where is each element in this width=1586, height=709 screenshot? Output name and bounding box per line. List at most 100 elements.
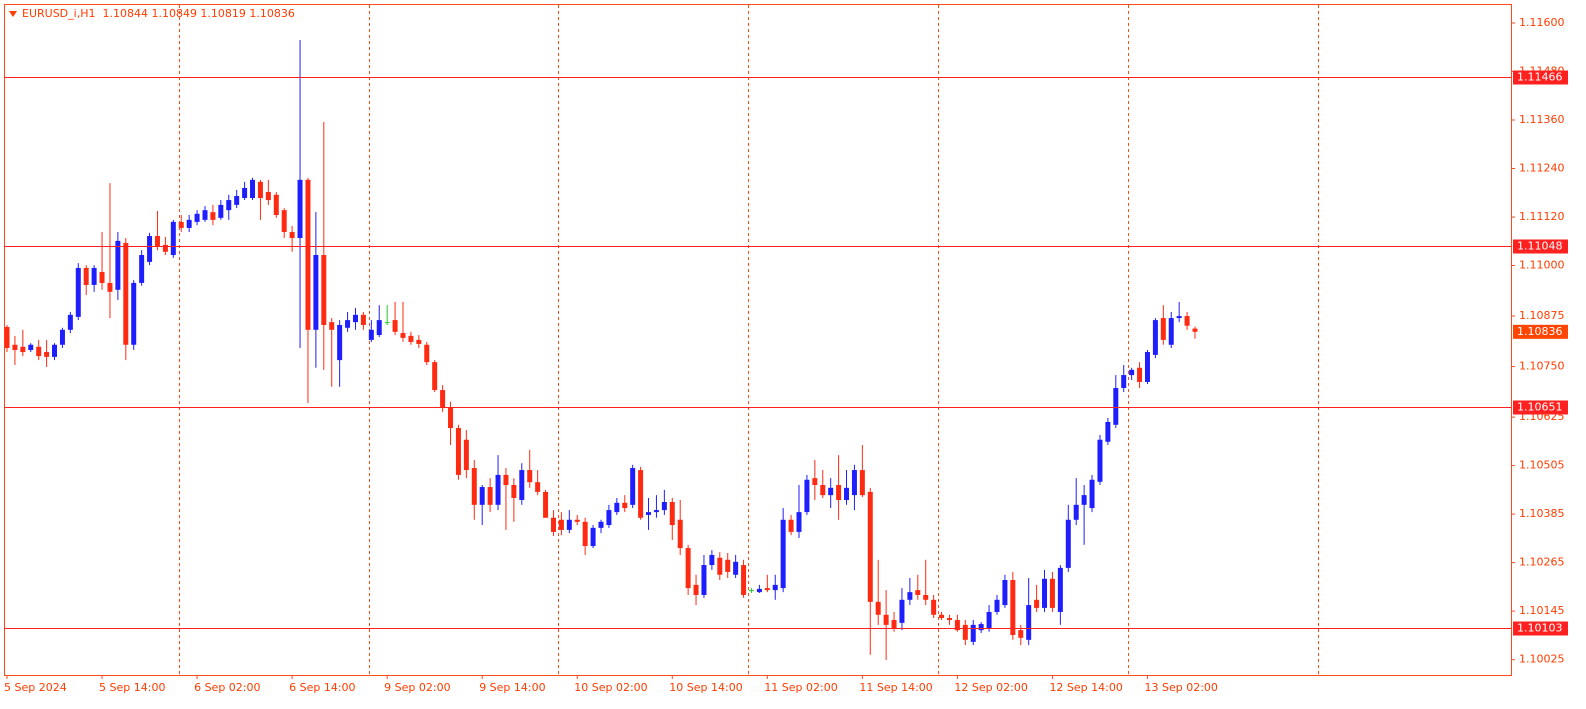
candle-body — [954, 620, 960, 631]
candle-body — [297, 179, 303, 239]
candle-body — [669, 501, 675, 526]
candle-body — [99, 271, 105, 283]
candle-body — [891, 620, 897, 629]
candle-body — [931, 599, 937, 615]
candle-body — [178, 221, 184, 228]
current-price-box — [1513, 324, 1568, 339]
y-tick-label: 1.10750 — [1519, 360, 1565, 373]
candle-body — [1137, 367, 1143, 382]
candle-body — [1089, 479, 1095, 509]
candle-body — [234, 196, 240, 205]
x-tick-label: 5 Sep 14:00 — [99, 681, 165, 694]
candle-body — [210, 212, 216, 220]
y-tick-label: 1.10265 — [1519, 556, 1565, 569]
candle-body — [1144, 352, 1150, 382]
candle-body — [1018, 630, 1024, 638]
candle-body — [804, 479, 810, 513]
candle-body — [36, 346, 42, 357]
candle-body — [741, 565, 747, 595]
candle-body — [154, 236, 160, 247]
candle-body — [1184, 316, 1190, 326]
level-label: 1.11466 — [1517, 71, 1563, 84]
candle-body — [685, 548, 691, 589]
candle-body — [59, 329, 65, 345]
candle-body — [67, 314, 73, 330]
candle-body — [646, 512, 652, 515]
candle-body — [360, 314, 366, 325]
candle-body — [701, 565, 707, 595]
candle-body — [772, 584, 778, 591]
candle-body — [836, 485, 842, 500]
candle-body — [1121, 375, 1127, 389]
candle-body — [4, 326, 10, 348]
candle-body — [384, 322, 390, 324]
candle-body — [28, 344, 34, 351]
candle-body — [170, 221, 176, 256]
y-tick-label: 1.11000 — [1519, 259, 1565, 272]
candle-body — [725, 559, 731, 572]
candle-body — [812, 478, 818, 486]
candle-body — [1073, 504, 1079, 520]
y-tick-label: 1.10025 — [1519, 653, 1565, 666]
candle-body — [1160, 318, 1166, 340]
candle-body — [471, 468, 477, 505]
candle-body — [1002, 580, 1008, 606]
candle-body — [242, 187, 248, 199]
candle-body — [867, 491, 873, 602]
candle-body — [147, 236, 153, 262]
candle-body — [622, 502, 628, 509]
level-label-box — [1513, 621, 1568, 636]
candle-body — [764, 588, 770, 591]
candle-body — [392, 320, 398, 332]
x-tick-label: 12 Sep 02:00 — [954, 681, 1027, 694]
candle-body — [352, 314, 358, 323]
candle-body — [558, 519, 564, 530]
candle-body — [733, 561, 739, 575]
candle-body — [574, 519, 580, 522]
candle-body — [273, 194, 279, 216]
candle-body — [535, 482, 541, 492]
candle-body — [1152, 320, 1158, 355]
candle-body — [12, 344, 18, 351]
candle-body — [543, 491, 549, 518]
candle-body — [519, 470, 525, 500]
level-label-box — [1513, 239, 1568, 254]
candle-body — [1129, 369, 1135, 376]
candle-body — [1034, 599, 1040, 608]
candle-body — [1049, 578, 1055, 608]
candle-body — [527, 470, 533, 483]
candle-body — [400, 333, 406, 338]
x-tick-label: 6 Sep 02:00 — [194, 681, 260, 694]
level-label-box — [1513, 70, 1568, 85]
candle-body — [115, 240, 121, 290]
candle-body — [661, 501, 667, 511]
candle-body — [479, 487, 485, 505]
day-separators — [179, 5, 1319, 675]
candle-body — [289, 231, 295, 239]
candle-body — [368, 329, 374, 340]
candle-body — [962, 624, 968, 640]
y-tick-label: 1.10875 — [1519, 309, 1565, 322]
candle-body — [907, 592, 913, 600]
candle-body — [1026, 605, 1032, 640]
candle-body — [281, 210, 287, 232]
candle-body — [202, 210, 208, 220]
x-tick-label: 9 Sep 14:00 — [479, 681, 545, 694]
candle-body — [1176, 316, 1182, 319]
candle-body — [986, 611, 992, 629]
x-tick-label: 12 Sep 14:00 — [1049, 681, 1122, 694]
candle-body — [91, 267, 97, 285]
candle-body — [1113, 388, 1119, 425]
candle-body — [923, 594, 929, 600]
candle-body — [408, 335, 414, 342]
candle-body — [630, 468, 636, 505]
candle-body — [218, 204, 224, 218]
candle-body — [52, 344, 58, 357]
candle-body — [582, 521, 588, 547]
candle-body — [915, 590, 921, 595]
candle-body — [756, 588, 762, 593]
candle-body — [376, 320, 382, 336]
level-label: 1.10651 — [1517, 401, 1563, 414]
